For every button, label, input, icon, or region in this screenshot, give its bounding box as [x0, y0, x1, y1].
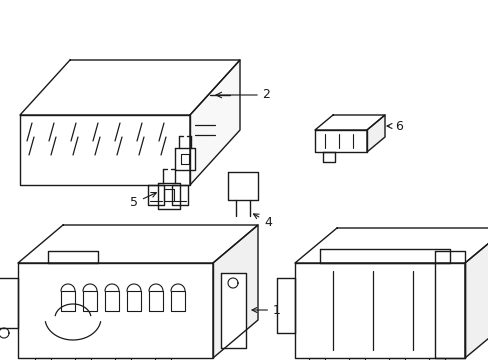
Polygon shape	[172, 185, 187, 205]
Polygon shape	[213, 225, 258, 358]
Polygon shape	[428, 358, 444, 360]
Polygon shape	[20, 115, 190, 185]
Polygon shape	[20, 60, 240, 115]
Polygon shape	[294, 228, 488, 263]
Text: 2: 2	[262, 89, 269, 102]
Polygon shape	[48, 251, 98, 263]
Polygon shape	[127, 291, 141, 311]
Polygon shape	[105, 291, 119, 311]
Polygon shape	[18, 225, 258, 263]
Polygon shape	[175, 148, 195, 170]
Polygon shape	[61, 291, 75, 311]
Polygon shape	[314, 130, 366, 152]
Polygon shape	[35, 358, 51, 360]
Polygon shape	[155, 358, 171, 360]
Polygon shape	[83, 291, 97, 311]
Polygon shape	[366, 115, 384, 152]
Text: 4: 4	[253, 214, 271, 229]
Polygon shape	[227, 172, 258, 200]
Polygon shape	[294, 263, 464, 358]
Polygon shape	[434, 251, 464, 358]
Text: 5: 5	[130, 193, 156, 210]
Polygon shape	[464, 228, 488, 358]
Polygon shape	[314, 115, 384, 130]
Text: 1: 1	[251, 303, 280, 316]
Polygon shape	[276, 278, 294, 333]
Polygon shape	[190, 60, 240, 185]
Polygon shape	[221, 273, 245, 348]
Polygon shape	[115, 358, 131, 360]
Polygon shape	[323, 152, 334, 162]
Text: 6: 6	[386, 120, 402, 132]
Polygon shape	[0, 278, 18, 328]
Polygon shape	[388, 358, 404, 360]
Polygon shape	[308, 358, 325, 360]
Polygon shape	[348, 358, 364, 360]
Polygon shape	[18, 263, 213, 358]
Text: 3: 3	[0, 359, 1, 360]
Polygon shape	[158, 183, 180, 209]
Polygon shape	[149, 291, 163, 311]
Polygon shape	[148, 185, 163, 205]
Polygon shape	[171, 291, 184, 311]
Polygon shape	[75, 358, 91, 360]
Polygon shape	[319, 249, 449, 263]
